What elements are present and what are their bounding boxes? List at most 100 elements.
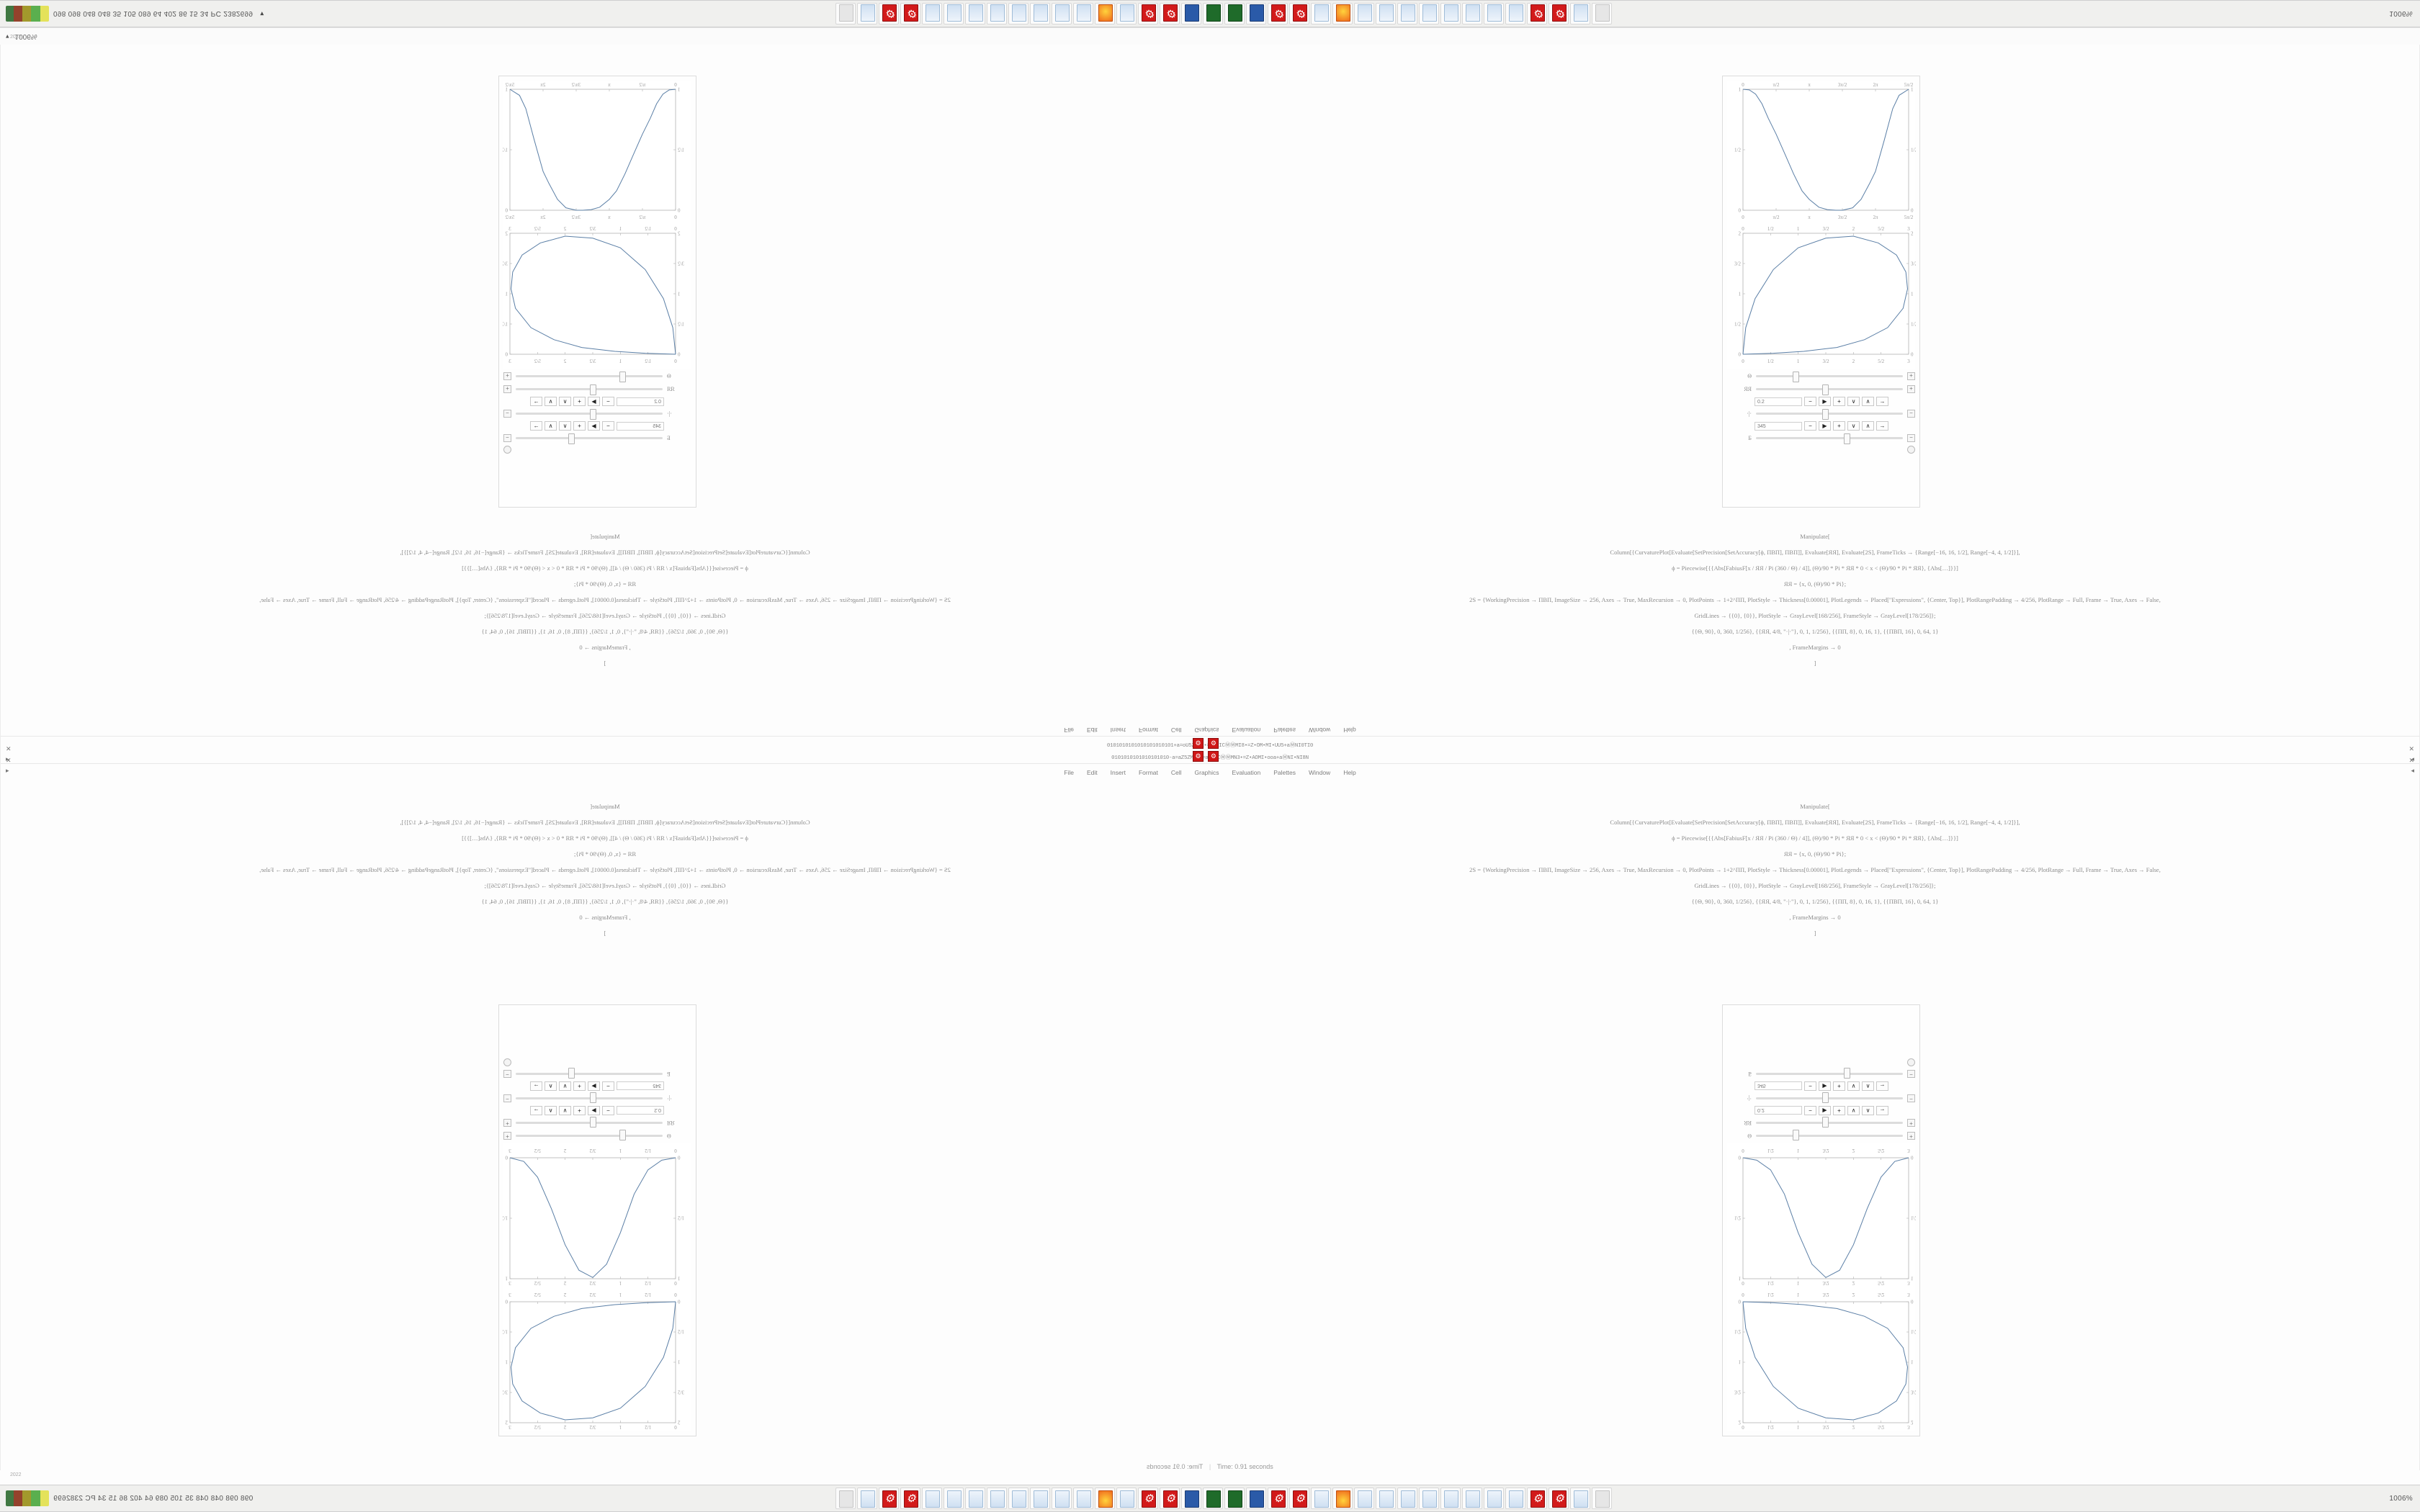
book-icon[interactable] [1397,1488,1417,1509]
code-line-2[interactable]: ϕ = Piecewise[{{Abs[FabiusF[x / ЯЯ / Pi … [1672,564,1958,572]
document-icon[interactable] [1570,1488,1590,1509]
book-icon[interactable] [1073,1488,1093,1509]
book-icon[interactable] [1354,1488,1374,1509]
menubar[interactable]: File Edit Insert Format Cell Graphics Evaluati… [0,769,2420,776]
animation-button-row[interactable]: 345− ▶ + ∨ ∧ → [1754,421,1915,431]
code-line-1[interactable]: Column[{CurvaturePlot[Evaluate[SetPrecis… [400,549,810,556]
collapse-controls-button[interactable]: − [1907,434,1915,442]
manipulate-panel-left-bottom[interactable]: 001/21/2113/23/2225/25/233001/21/2113/23… [498,1004,696,1436]
menu-item-window[interactable]: Window [1308,769,1331,776]
code-line-lower-3[interactable]: ЯЯ = {x, 0, (Θ)/90 * Pi}; [573,850,637,858]
code-line-7[interactable]: , FrameMargins → 0 [1789,644,1841,651]
close-icon[interactable]: ✕ [2408,757,2414,764]
book-icon[interactable] [1008,1488,1028,1509]
anim-button-5[interactable]: → [1876,397,1888,406]
warning-icon[interactable]: ⚙ [1208,751,1219,762]
menu-item-cell[interactable]: Cell [1170,769,1182,776]
gear-icon[interactable] [1907,446,1915,454]
gear-icon[interactable]: ⚙ [1138,1488,1158,1509]
code-line-lower-1[interactable]: Column[{CurvaturePlot[Evaluate[SetPrecis… [1610,819,2020,826]
expand-icon[interactable]: ◂ [2411,767,2414,774]
expand-controls-button[interactable]: + [1907,385,1915,393]
expand-icon[interactable]: ▸ [6,755,9,762]
code-line-lower-2[interactable]: ϕ = Piecewise[{{Abs[FabiusF[x / ЯЯ / Pi … [1672,834,1958,842]
book-icon[interactable] [1376,1488,1396,1509]
close-icon[interactable]: ✕ [2408,745,2414,752]
slider-row-3[interactable]: Б − [1727,433,1915,444]
code-line-3[interactable]: ЯЯ = {x, 0, (Θ)/90 * Pi}; [573,580,637,588]
menu-item-help[interactable]: Help [1343,769,1356,776]
anim-button-2[interactable]: + [1833,421,1845,431]
menu-item-help[interactable]: Help [1343,726,1356,734]
code-line-lower-7[interactable]: , FrameMargins → 0 [1789,914,1841,921]
window-controls-left[interactable]: ✕ ▸ [6,745,12,763]
gear-icon[interactable]: ⚙ [1160,1488,1180,1509]
value-input[interactable]: 345 [1754,421,1802,431]
anim-button-3[interactable]: ∨ [1847,397,1860,406]
slider-track[interactable] [1756,409,1903,420]
code-line-lower-3[interactable]: ЯЯ = {x, 0, (Θ)/90 * Pi}; [1783,850,1847,858]
menu-item-window[interactable]: Window [1308,726,1331,734]
window-controls-right-2[interactable]: ✕ ◂ [2408,757,2414,775]
anim-button-4[interactable]: ∧ [1862,421,1874,431]
code-line-5[interactable]: GridLines → {{0}, {0}}, PlotStyle → Gray… [484,612,726,619]
slider-row-2[interactable]: ·|· − [1727,408,1915,420]
phone-icon[interactable] [1505,1488,1525,1509]
menubar-mirrored[interactable]: File Edit Insert Format Cell Graphics Evaluati… [0,726,2420,734]
anim-button-5[interactable]: → [1876,421,1888,431]
slider-row-1[interactable]: ЯЯ + [1727,384,1915,395]
code-line-8[interactable]: ] [1814,660,1816,667]
menu-item-file[interactable]: File [1064,726,1075,734]
alert-buttons-row-1[interactable]: ⚙ ⚙ [1192,737,1219,750]
code-line-4[interactable]: 2S = {WorkingPrecision → ΠВΠ, ImageSize … [259,596,951,603]
book-icon[interactable] [1030,1488,1050,1509]
menu-item-graphics[interactable]: Graphics [1194,769,1219,776]
anim-button-0[interactable]: − [1804,397,1816,406]
code-line-8[interactable]: ] [604,660,606,667]
code-line-1[interactable]: Column[{CurvaturePlot[Evaluate[SetPrecis… [1610,549,2020,556]
menu-item-evaluation[interactable]: Evaluation [1232,769,1261,776]
manipulate-panel-right-top[interactable]: 00π/2π/2ππ3π/23π/22π2π5π/25π/2001/21/211… [1722,76,1920,508]
menu-item-palettes[interactable]: Palettes [1273,726,1296,734]
menu-item-format[interactable]: Format [1138,726,1158,734]
code-line-lower-4[interactable]: 2S = {WorkingPrecision → ΠВΠ, ImageSize … [259,866,951,873]
menu-item-edit[interactable]: Edit [1087,726,1098,734]
document-icon[interactable] [857,1488,877,1509]
flame-icon[interactable] [1332,1488,1353,1509]
book-icon[interactable] [944,1488,964,1509]
menu-item-file[interactable]: File [1064,769,1075,776]
code-line-lower-2[interactable]: ϕ = Piecewise[{{Abs[FabiusF[x / ЯЯ / Pi … [462,834,748,842]
code-line-lower-1[interactable]: Column[{CurvaturePlot[Evaluate[SetPrecis… [400,819,810,826]
taskbar-bottom[interactable]: 098 098 048 048 35 105 089 64 402 86 15 … [0,1485,2420,1512]
calculator-icon[interactable] [1246,1488,1266,1509]
terminal-icon[interactable] [1224,1488,1245,1509]
code-line-lower-6[interactable]: {{Θ, 90}, 0, 360, 1/256}, {{ЯЯ, 4/8, "·|… [1691,898,1939,905]
code-line-4[interactable]: 2S = {WorkingPrecision → ΠВΠ, ImageSize … [1469,596,2161,603]
anim-button-3[interactable]: ∨ [1847,421,1860,431]
code-line-6[interactable]: {{Θ, 90}, 0, 360, 1/256}, {{ЯЯ, 4/8, "·|… [481,628,729,635]
window-controls-right[interactable]: ✕ ◂ [2408,745,2414,763]
book-icon[interactable] [1462,1488,1482,1509]
menu-item-evaluation[interactable]: Evaluation [1232,726,1261,734]
slider-row-0[interactable]: Θ + [1727,371,1915,382]
value-input[interactable]: 0.2 [1754,397,1802,406]
code-line-7[interactable]: , FrameMargins → 0 [579,644,631,651]
slider-track[interactable] [1756,384,1903,395]
taskbar-bottom-icons[interactable]: ⚙ ⚙ ⚙ ⚙ ⚙ ⚙ ⚙ ⚙ [308,1488,2139,1509]
code-line-lower-6[interactable]: {{Θ, 90}, 0, 360, 1/256}, {{ЯЯ, 4/8, "·|… [481,898,729,905]
slider-thumb[interactable] [1821,409,1829,420]
slider-track[interactable] [1756,372,1903,382]
book-icon[interactable] [1440,1488,1461,1509]
code-line-lower-0[interactable]: Manipulate[ [590,803,620,810]
menu-item-palettes[interactable]: Palettes [1273,769,1296,776]
code-line-lower-8[interactable]: ] [604,930,606,937]
expand-icon[interactable]: ◂ [2411,755,2414,762]
code-line-5[interactable]: GridLines → {{0}, {0}}, PlotStyle → Gray… [1694,612,1936,619]
expand-controls-button[interactable]: + [1907,372,1915,380]
anim-button-2[interactable]: + [1833,397,1845,406]
code-line-0[interactable]: Manipulate[ [590,533,620,540]
code-line-lower-7[interactable]: , FrameMargins → 0 [579,914,631,921]
warning-icon[interactable]: ⚙ [1193,751,1204,762]
book-icon[interactable] [965,1488,985,1509]
gear-icon[interactable]: ⚙ [879,1488,899,1509]
